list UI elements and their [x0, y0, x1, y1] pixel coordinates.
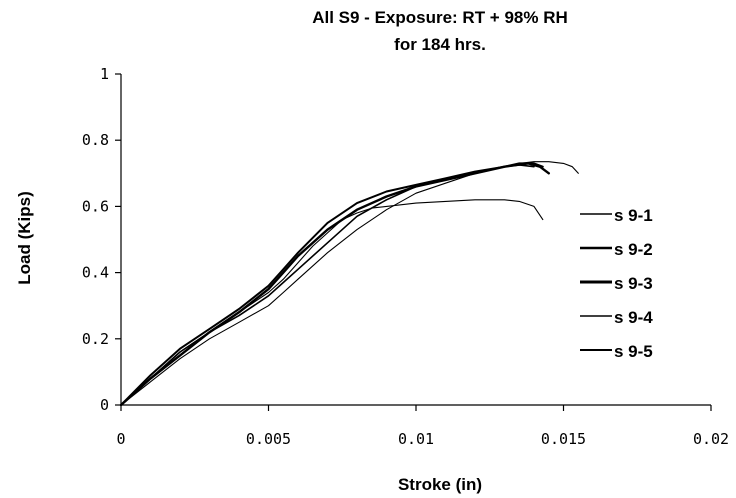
x-axis-ticks: 0 0.005 0.01 0.015 0.02	[116, 405, 729, 448]
y-tick-label: 0.8	[82, 131, 109, 149]
legend-label: s 9-1	[614, 206, 653, 225]
chart-title-line-1: All S9 - Exposure: RT + 98% RH	[312, 8, 568, 27]
legend-label: s 9-2	[614, 240, 653, 259]
legend-label: s 9-4	[614, 308, 653, 327]
x-tick-label: 0	[116, 430, 125, 448]
y-tick-label: 0.6	[82, 197, 109, 215]
x-tick-label: 0.015	[541, 430, 586, 448]
chart-title-line-2: for 184 hrs.	[394, 35, 486, 54]
legend: s 9-1 s 9-2 s 9-3 s 9-4 s 9-5	[580, 206, 653, 361]
series-line-4	[120, 199, 544, 406]
y-axis-title: Load (Kips)	[15, 191, 34, 285]
y-tick-label: 1	[100, 65, 109, 83]
y-axis-ticks: 0 0.2 0.4 0.6 0.8 1	[82, 65, 121, 414]
x-tick-label: 0.02	[693, 430, 729, 448]
legend-label: s 9-5	[614, 342, 653, 361]
legend-label: s 9-3	[614, 274, 653, 293]
series-line-1	[120, 161, 579, 406]
x-tick-label: 0.005	[246, 430, 291, 448]
x-tick-label: 0.01	[398, 430, 434, 448]
series-line-5	[120, 164, 535, 406]
y-tick-label: 0.4	[82, 264, 109, 282]
y-tick-label: 0.2	[82, 330, 109, 348]
x-axis-title: Stroke (in)	[398, 475, 482, 494]
plot-series	[119, 161, 579, 407]
y-tick-label: 0	[100, 396, 109, 414]
